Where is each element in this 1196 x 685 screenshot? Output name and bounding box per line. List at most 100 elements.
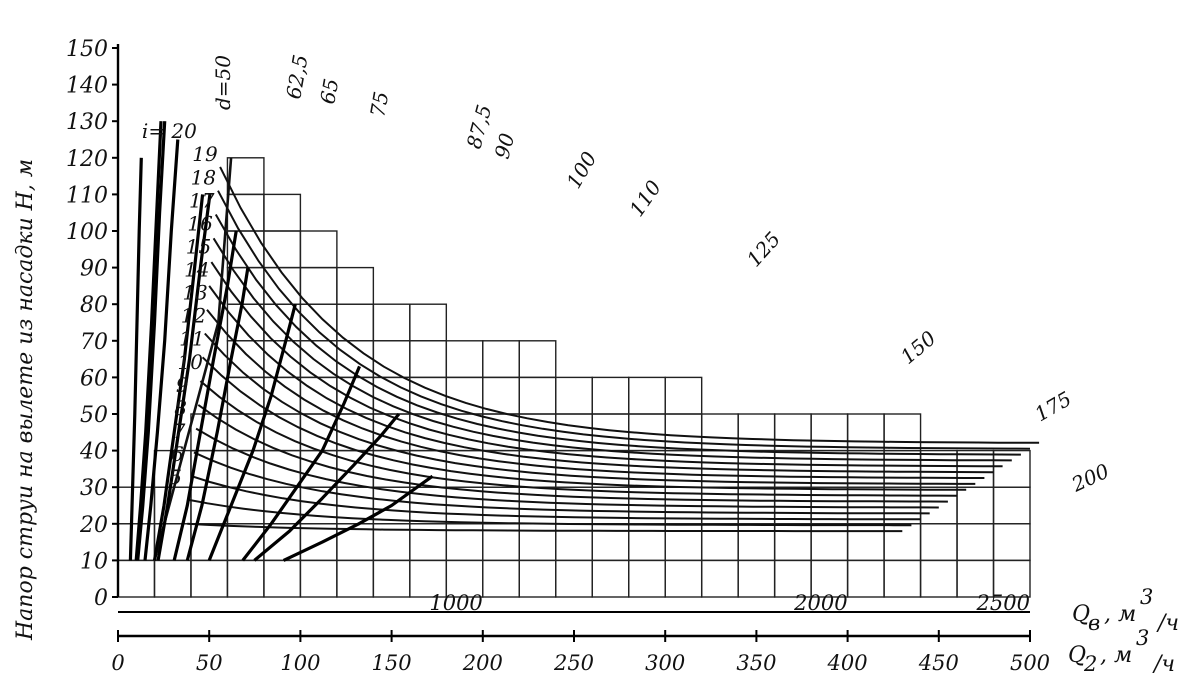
x-upper-axis-unit-sup: 3 [1140,585,1153,609]
grid-cell [299,559,338,598]
diameter-label: 100 [562,147,602,192]
y-tick-label: 100 [66,220,108,245]
diameter-label: 75 [365,90,393,119]
grid-cell [664,523,703,562]
y-tick-label: 120 [66,147,108,172]
grid-cell [810,413,849,452]
step-label: 5 [169,465,182,489]
grid-cell [992,486,1031,525]
step-curve [210,261,1003,468]
grid-cell [846,559,885,598]
grid-cell [482,559,520,598]
grid-cell [555,559,593,598]
step-curve [201,356,967,491]
x-upper-axis-title: Q [1072,602,1090,627]
diameter-line [156,194,212,561]
step-label: 15 [186,234,211,258]
grid-cell [628,559,666,598]
grid-cell [263,193,302,232]
y-tick-label: 90 [80,257,108,282]
grid-cell [737,559,776,598]
grid-cell [919,523,958,562]
y-tick-label: 10 [80,549,108,574]
grid-cell [518,376,557,415]
grid-cell [700,523,739,562]
grid-cell [299,230,338,269]
step-label: i= 20 [142,119,197,143]
step-label: 14 [184,258,209,282]
x-lower-axis-unit-tail: /ч [1152,652,1175,677]
y-tick-label: 0 [94,586,108,611]
grid-cell [810,523,849,562]
diameter-label: 87,5 [462,102,497,151]
step-curve [195,427,939,509]
x-lower-tick-label: 0 [111,651,124,675]
grid-cell [591,523,630,562]
grid-cell [737,523,776,562]
grid-cell [263,559,302,598]
x-lower-tick-label: 350 [736,651,776,675]
grid-cell [919,486,958,525]
diameter-line [152,194,205,561]
step-label: 6 [171,442,184,466]
diameter-label: 90 [490,130,520,161]
grid-cell [883,559,922,598]
step-curve [191,475,921,521]
y-tick-label: 130 [66,110,108,135]
x-upper-axis-sub: в [1088,611,1100,635]
grid-cell [518,340,557,379]
step-label: 11 [179,327,204,351]
x-lower-tick-label: 150 [372,651,412,675]
step-label: 12 [181,304,206,328]
grid-cell [956,449,995,488]
x-upper-axis-unit: , м [1104,602,1136,627]
grid-cell [336,266,375,305]
step-curve [219,166,1040,444]
x-lower-axis-sub: 2 [1083,652,1097,676]
grid-cell [153,559,192,598]
grid-cell [555,376,593,415]
diameter-line [282,474,434,562]
grid-cell [628,523,666,562]
grid-cell [226,486,265,525]
step-curve [212,237,1012,462]
grid-cell [445,340,484,379]
step-label: 9 [176,373,189,397]
x-lower-tick-label: 50 [196,651,223,675]
step-curve [187,522,903,533]
grid-cell [409,303,448,342]
grid-cell [226,157,265,196]
y-tick-label: 40 [79,440,108,465]
diameter-label: 200 [1067,459,1113,497]
x-upper-tick-label: 2500 [976,591,1030,615]
x-lower-tick-label: 500 [1010,651,1050,675]
grid-cell [956,486,995,525]
y-tick-label: 60 [80,366,108,391]
grid-cell [628,376,666,415]
grid-cell [190,413,229,452]
x-lower-tick-label: 100 [280,651,320,675]
grid-cell [846,413,885,452]
grid-cell [664,559,703,598]
x-upper-axis-unit-tail: /ч [1156,611,1179,636]
x-upper-tick-label: 1000 [429,591,482,615]
grid-cell [700,559,739,598]
grid-cell [518,523,557,562]
x-lower-tick-label: 450 [918,651,959,675]
diameter-label: 62,5 [281,53,312,101]
grid-cell [372,559,411,598]
x-upper-tick-label: 2000 [793,591,847,615]
x-lower-axis-unit-sup: 3 [1136,626,1149,650]
y-tick-label: 110 [66,183,108,208]
grid-cell [518,559,557,598]
grid-cell [846,523,885,562]
grid-cell [846,449,885,488]
step-curve [208,285,994,474]
grid-cell [226,559,265,598]
grid-cell [117,559,156,598]
grid-cell [336,559,375,598]
step-label: 18 [191,165,216,189]
diameter-line [241,365,361,562]
grid-cell [664,376,703,415]
